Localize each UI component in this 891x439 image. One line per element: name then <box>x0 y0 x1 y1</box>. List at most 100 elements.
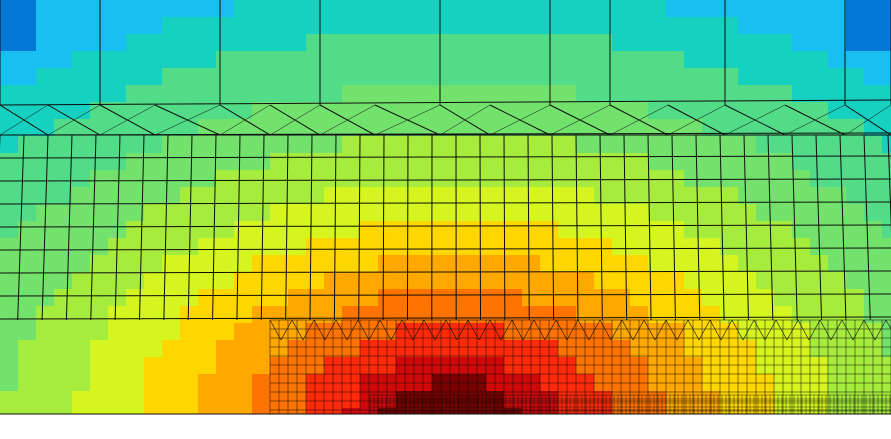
field-cell <box>558 102 576 119</box>
field-cell <box>252 408 270 414</box>
field-cell <box>288 187 306 204</box>
field-cell <box>630 68 648 85</box>
field-cell <box>126 272 144 289</box>
field-cell <box>504 51 522 68</box>
field-cell <box>90 408 108 414</box>
mesh-line <box>154 104 221 136</box>
field-cell <box>54 408 72 414</box>
field-cell <box>306 51 324 68</box>
field-cell <box>612 272 630 289</box>
field-cell <box>162 51 180 68</box>
field-cell <box>108 51 126 68</box>
field-cell <box>396 136 414 153</box>
field-cell <box>396 306 414 323</box>
field-cell <box>360 17 378 34</box>
field-cell <box>90 289 108 306</box>
field-cell <box>162 374 180 391</box>
field-cell <box>738 170 756 187</box>
mesh-line <box>815 134 823 321</box>
field-cell <box>252 374 270 391</box>
field-cell <box>702 187 720 204</box>
field-cell <box>198 153 216 170</box>
field-cell <box>216 85 234 102</box>
field-cell <box>198 68 216 85</box>
mesh-line <box>500 319 513 341</box>
field-cell <box>108 289 126 306</box>
field-cell <box>36 17 54 34</box>
field-cell <box>216 323 234 340</box>
field-cell <box>684 17 702 34</box>
field-cell <box>594 170 612 187</box>
field-cell <box>630 221 648 238</box>
field-cell <box>864 17 882 34</box>
field-cell <box>36 306 54 323</box>
field-cell <box>738 34 756 51</box>
field-cell <box>0 119 18 136</box>
field-cell <box>450 0 468 17</box>
field-cell <box>864 306 882 323</box>
field-cell <box>162 357 180 374</box>
field-cell <box>504 170 522 187</box>
field-cell <box>774 170 792 187</box>
field-cell <box>36 408 54 414</box>
mesh-line <box>609 104 669 136</box>
field-cell <box>216 153 234 170</box>
field-cell <box>36 68 54 85</box>
field-cell <box>18 34 36 51</box>
field-cell <box>198 374 216 391</box>
field-cell <box>198 391 216 408</box>
field-cell <box>378 17 396 34</box>
field-cell <box>468 170 486 187</box>
field-cell <box>360 153 378 170</box>
mesh-line <box>41 134 49 321</box>
field-cell <box>504 17 522 34</box>
field-cell <box>774 255 792 272</box>
field-cell <box>666 221 684 238</box>
field-cell <box>144 51 162 68</box>
field-cell <box>864 119 882 136</box>
field-cell <box>828 51 846 68</box>
field-cell <box>774 204 792 221</box>
field-cell <box>612 204 630 221</box>
field-cell <box>612 221 630 238</box>
field-cell <box>108 374 126 391</box>
field-cell <box>54 221 72 238</box>
field-cell <box>432 17 450 34</box>
field-cell <box>162 272 180 289</box>
field-cell <box>594 289 612 306</box>
field-cell <box>378 272 396 289</box>
field-cell <box>108 408 126 414</box>
field-cell <box>702 136 720 153</box>
field-cell <box>504 255 522 272</box>
field-cell <box>72 34 90 51</box>
field-cell <box>396 204 414 221</box>
field-cell <box>180 34 198 51</box>
field-cell <box>108 136 126 153</box>
field-cell <box>612 51 630 68</box>
field-cell <box>774 221 792 238</box>
field-cell <box>162 153 180 170</box>
mesh-line <box>219 104 271 136</box>
field-cell <box>684 272 702 289</box>
field-cell <box>702 102 720 119</box>
field-cell <box>558 34 576 51</box>
field-cell <box>414 221 432 238</box>
mesh-line <box>489 104 551 136</box>
mesh-line <box>522 319 535 341</box>
field-cell <box>702 34 720 51</box>
field-cell <box>540 68 558 85</box>
field-cell <box>828 289 846 306</box>
field-cell <box>612 153 630 170</box>
field-cell <box>432 306 450 323</box>
field-cell <box>396 17 414 34</box>
field-cell <box>54 272 72 289</box>
field-cell <box>360 85 378 102</box>
field-cell <box>198 272 216 289</box>
field-margin <box>0 414 891 439</box>
field-cell <box>504 68 522 85</box>
field-cell <box>594 0 612 17</box>
field-cell <box>540 102 558 119</box>
field-cell <box>810 255 828 272</box>
field-cell <box>0 408 18 414</box>
